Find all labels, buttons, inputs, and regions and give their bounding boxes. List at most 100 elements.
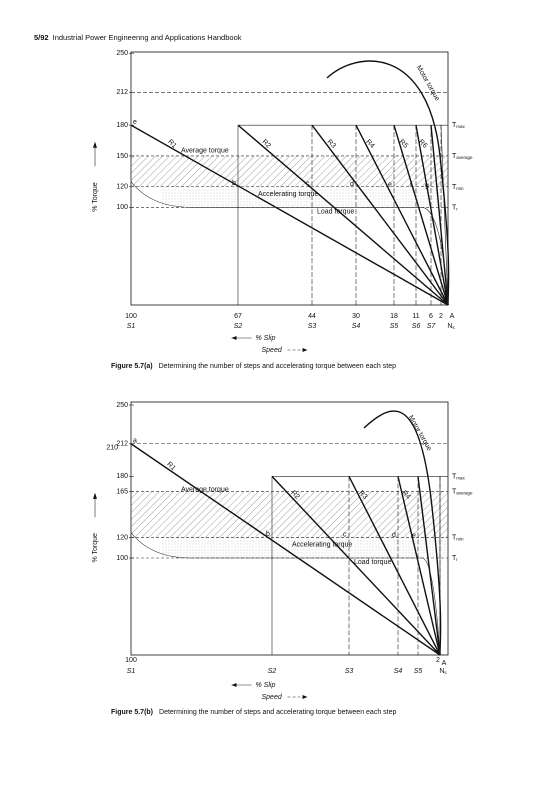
book-title: Industrial Power Engineenng and Applicat… (53, 33, 242, 42)
step-label: S2 (234, 323, 243, 330)
curve-label: R3 (357, 490, 368, 501)
slip-label: % Slip (256, 682, 276, 689)
dotted-region (161, 186, 448, 208)
line (430, 125, 449, 306)
point-label: e (388, 182, 392, 189)
curve-label: R5 (398, 138, 409, 149)
step-label: S2 (268, 668, 277, 675)
right-label-main: T (452, 184, 457, 191)
slip-value: 100 (125, 313, 137, 320)
step-label: Ns (447, 323, 455, 330)
step-label: S5 (414, 668, 423, 675)
line (417, 476, 441, 656)
line (130, 124, 449, 306)
y-tick-label: 180 (116, 473, 128, 480)
arrow-head (93, 492, 97, 499)
annotation-accelerating: Accelerating torque (258, 191, 318, 198)
right-label-main: T (452, 489, 457, 496)
right-label: Tmin (452, 184, 464, 191)
annotation-accelerating: Accelerating torque (292, 542, 352, 549)
arrow-head (93, 141, 97, 148)
y-tick-label: 250 (116, 402, 128, 409)
arrow-head (302, 348, 308, 352)
right-label: Tmin (452, 534, 464, 541)
y-axis-label: % Torque (92, 182, 99, 212)
step-label: S5 (390, 323, 399, 330)
right-label: Tmax (452, 122, 466, 129)
line (311, 124, 449, 306)
line (237, 124, 449, 306)
line (130, 443, 441, 656)
right-label-sub: r (456, 557, 458, 562)
y-tick-label: 165 (116, 489, 128, 496)
step-label: S4 (352, 323, 361, 330)
right-label-sub: r (456, 206, 458, 211)
hatched-region (131, 491, 448, 538)
right-label-main: T (452, 534, 457, 541)
arrow-head (231, 683, 237, 687)
header: 5/92 Industrial Power Engineenng and Appl… (34, 33, 242, 42)
curve-label: R2 (289, 490, 300, 501)
slip-value: 2 (436, 657, 440, 664)
caption-text: Determining the number of steps and acce… (159, 363, 396, 370)
point-label: a (133, 438, 137, 445)
step-label-main: N (447, 323, 452, 330)
line (397, 476, 441, 656)
slip-value: 6 (429, 313, 433, 320)
right-label: Tmax (452, 473, 466, 480)
y-tick-label: 100 (116, 555, 128, 562)
y-tick-label: 210 (106, 445, 118, 452)
caption: Figure 5.7(b) Determining the number of s… (111, 709, 396, 716)
step-label-main: N (439, 668, 444, 675)
caption-text: Determining the number of steps and acce… (159, 709, 396, 716)
step-label: Ns (439, 668, 447, 675)
y-tick-label: 180 (116, 122, 128, 129)
load-torque-curve (130, 532, 441, 656)
hatched-region (131, 155, 448, 187)
y-tick-label: 250 (116, 50, 128, 57)
step-label-sub: s (444, 670, 447, 675)
line (348, 476, 441, 656)
curve-label: R2 (260, 138, 271, 149)
speed-label: Speed (262, 694, 283, 701)
point-label: c (306, 181, 310, 188)
step-label: S3 (345, 668, 354, 675)
slip-value: A (442, 660, 447, 667)
caption-label: Figure 5.7(b) (111, 709, 153, 716)
right-label-sub: average (456, 155, 473, 160)
load-torque-curve (130, 181, 449, 306)
right-label-main: T (452, 473, 457, 480)
right-label-main: T (452, 555, 457, 562)
right-label-sub: min (456, 186, 464, 191)
arrow-head (231, 336, 237, 340)
right-label-main: T (452, 153, 457, 160)
point-label: g (425, 183, 429, 190)
annotation-average: Average torque (181, 148, 229, 155)
caption-label: Figure 5.7(a) (111, 363, 153, 370)
line (440, 125, 449, 306)
page-number: 5/92 (34, 33, 49, 42)
right-label-main: T (452, 122, 457, 129)
line (415, 125, 449, 306)
motor-torque-curve (326, 60, 450, 306)
slip-label: % Slip (256, 335, 276, 342)
curve-label: R4 (400, 490, 411, 501)
point-label: f (410, 182, 412, 189)
slip-value: 11 (412, 313, 419, 320)
line (355, 124, 449, 306)
step-label: S3 (308, 323, 317, 330)
curve-label: R1 (166, 138, 177, 149)
point-label: b (266, 531, 270, 538)
slip-value: 2 (439, 313, 443, 320)
step-label-sub: s (452, 325, 455, 330)
line (271, 475, 441, 656)
right-label-sub: average (456, 491, 473, 496)
right-label: Taverage (452, 153, 473, 160)
y-tick-label: 100 (116, 204, 128, 211)
right-label: Tr (452, 555, 458, 562)
annotation-load: Load torque (317, 208, 354, 215)
line (393, 124, 449, 306)
step-label: S4 (394, 668, 403, 675)
